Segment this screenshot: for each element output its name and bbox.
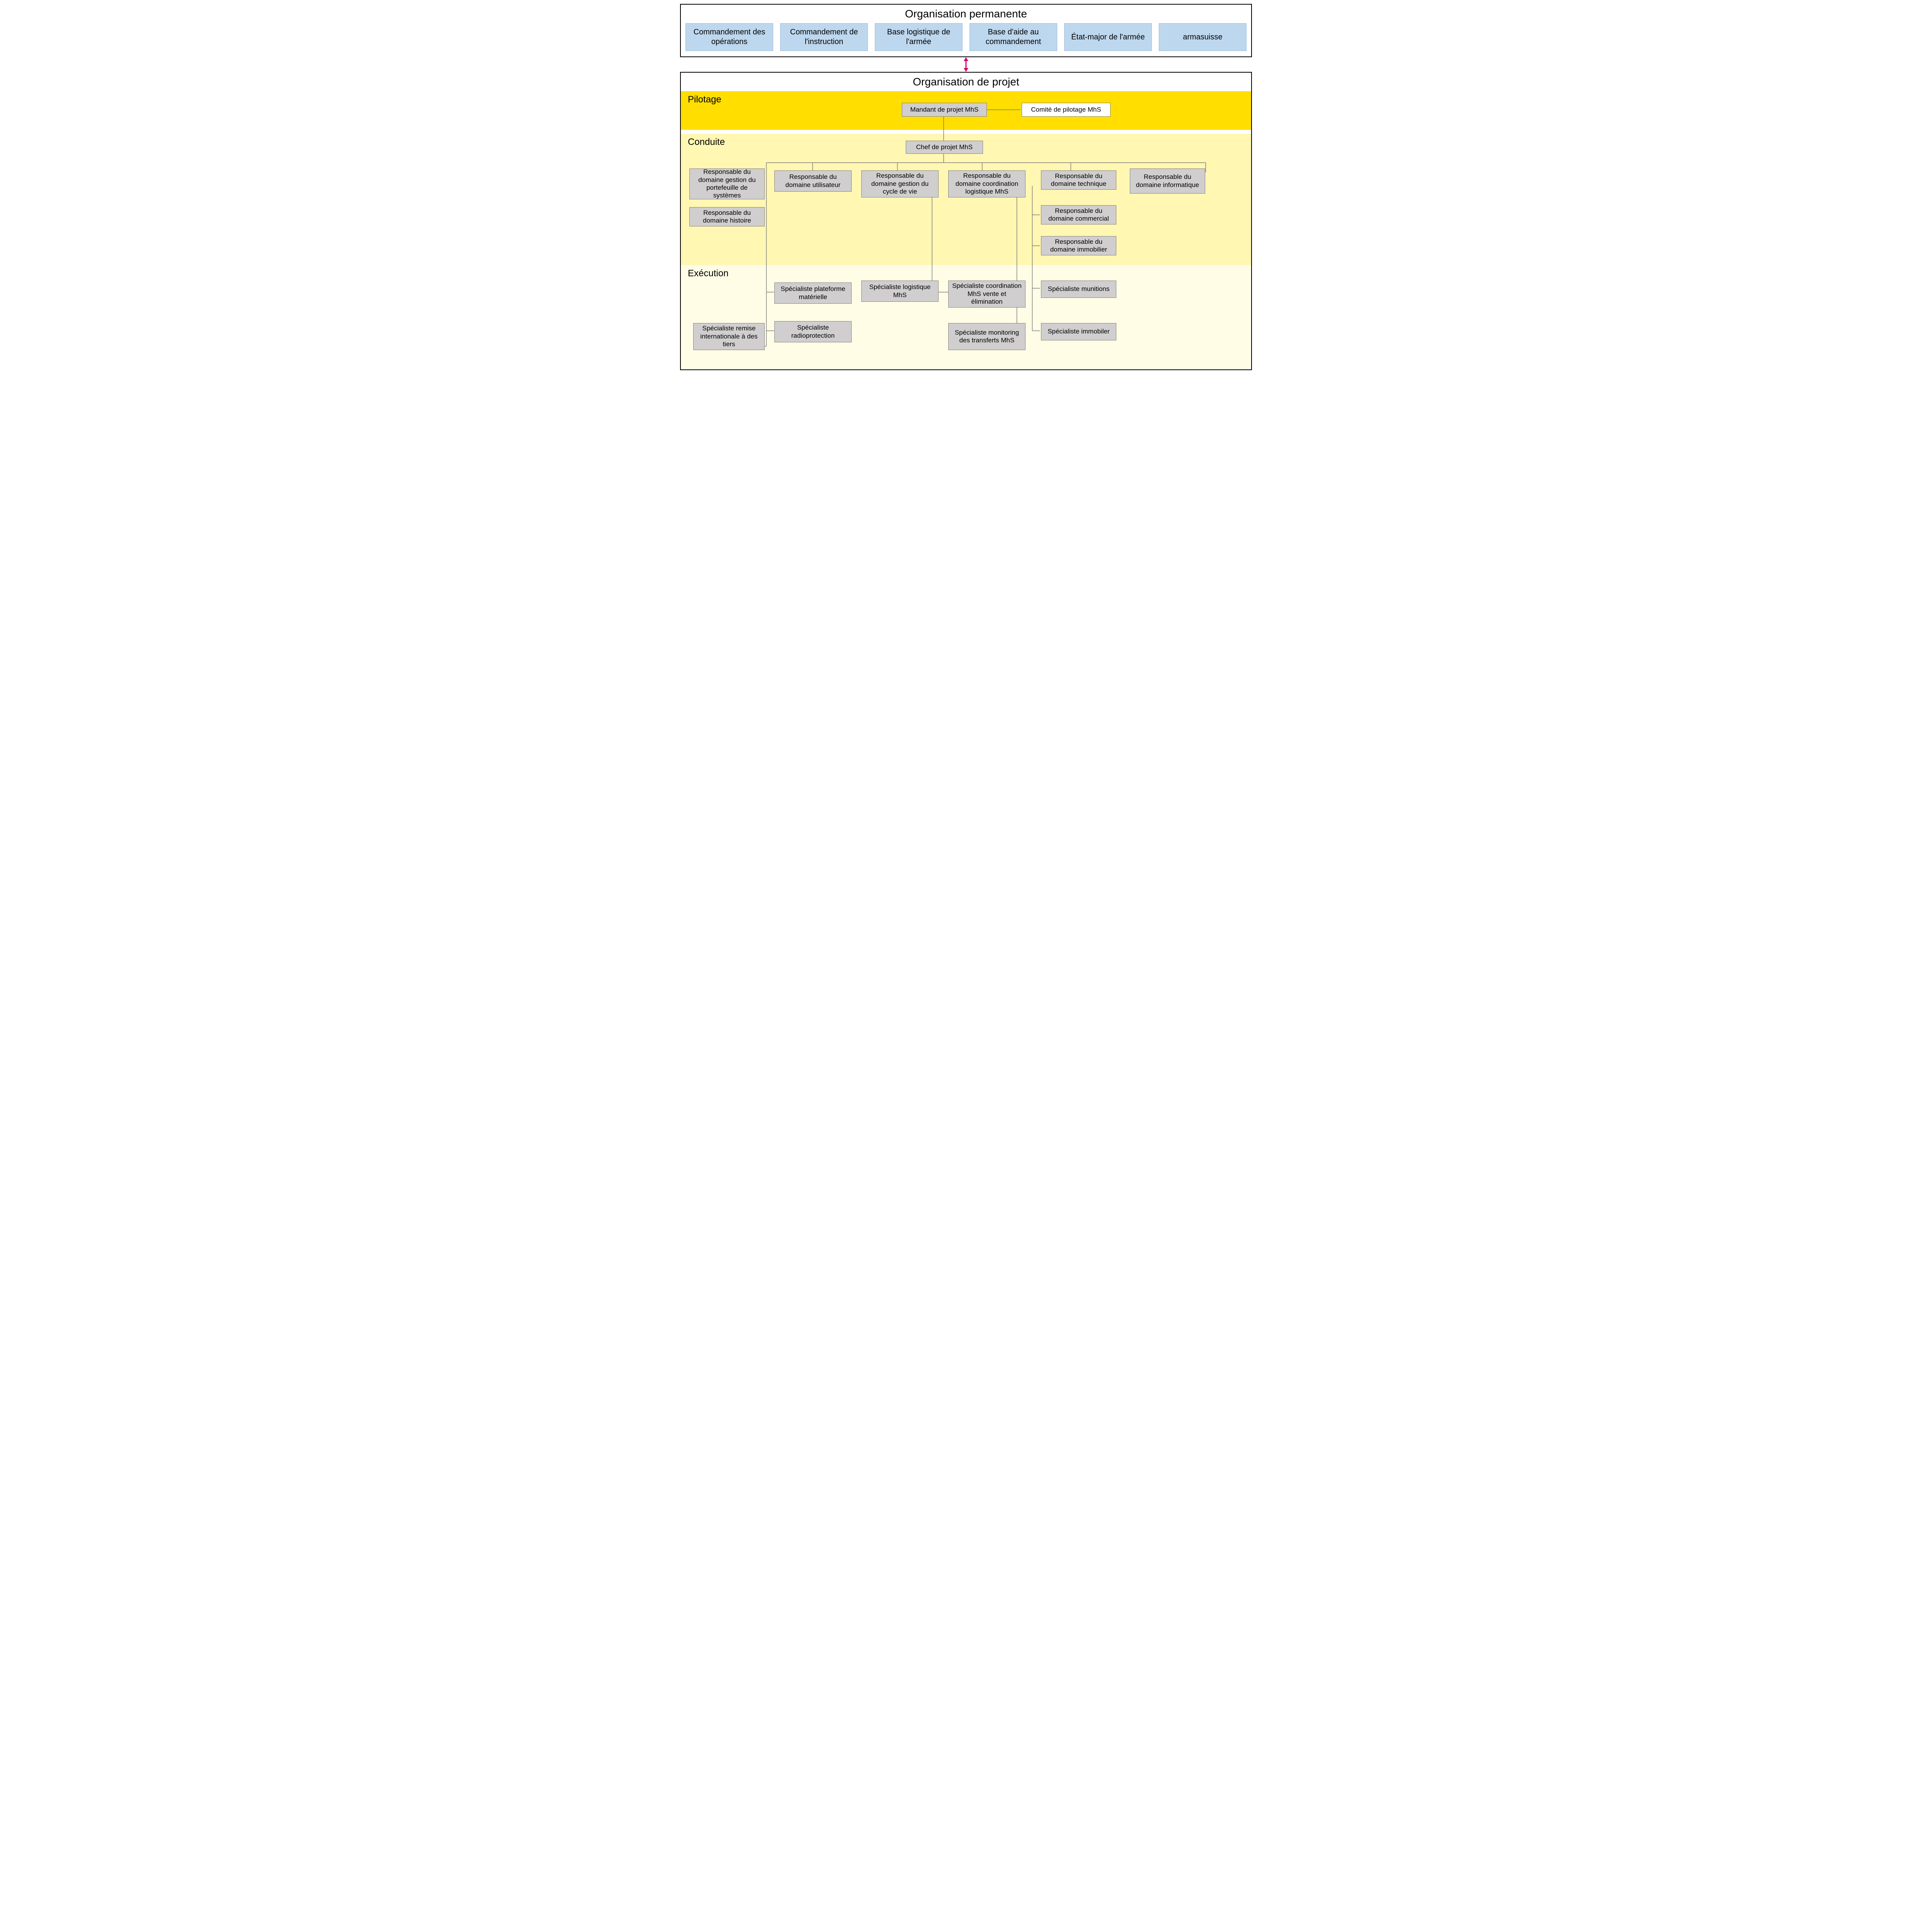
node-r-technique: Responsable du domaine technique xyxy=(1041,170,1116,190)
project-panel: Organisation de projet Pilotage Conduite… xyxy=(680,72,1252,370)
band-label-conduite: Conduite xyxy=(688,137,725,148)
node-r-commercial: Responsable du domaine commercial xyxy=(1041,205,1116,224)
node-chef: Chef de projet MhS xyxy=(906,141,983,154)
node-s-monitoring: Spécialiste monitoring des transferts Mh… xyxy=(948,323,1026,350)
permanent-panel: Organisation permanente Commandement des… xyxy=(680,4,1252,57)
node-r-informatique: Responsable du domaine informatique xyxy=(1130,168,1205,194)
node-r-cyclevie: Responsable du domaine gestion du cycle … xyxy=(861,170,939,197)
perm-box: État-major de l'armée xyxy=(1064,23,1152,51)
perm-box: armasuisse xyxy=(1159,23,1247,51)
node-s-logistique: Spécialiste logistique MhS xyxy=(861,281,939,302)
node-s-munitions: Spécialiste munitions xyxy=(1041,281,1116,298)
node-r-immobilier: Responsable du domaine immobilier xyxy=(1041,236,1116,255)
permanent-title: Organisation permanente xyxy=(685,8,1247,20)
perm-box: Commandement de l'instruction xyxy=(780,23,868,51)
band-label-pilotage: Pilotage xyxy=(688,94,721,105)
perm-box: Base logistique de l'armée xyxy=(875,23,963,51)
project-title: Organisation de projet xyxy=(685,76,1247,88)
node-r-coord-log: Responsable du domaine coordination logi… xyxy=(948,170,1026,197)
node-s-plateforme: Spécialiste plateforme matérielle xyxy=(774,282,852,304)
node-s-immobilier: Spécialiste immobiler xyxy=(1041,323,1116,340)
double-arrow-icon xyxy=(680,57,1252,72)
node-s-radioprotection: Spécialiste radioprotection xyxy=(774,321,852,342)
node-r-utilisateur: Responsable du domaine utilisateur xyxy=(774,170,852,192)
band-label-execution: Exécution xyxy=(688,268,728,279)
permanent-row: Commandement des opérations Commandement… xyxy=(685,23,1247,51)
node-comite: Comité de pilotage MhS xyxy=(1022,103,1111,117)
node-s-coord-vente: Spécialiste coordination MhS vente et él… xyxy=(948,281,1026,308)
node-s-remise: Spécialiste remise internationale à des … xyxy=(693,323,765,350)
node-r-histoire: Responsable du domaine histoire xyxy=(689,207,765,226)
node-r-portefeuille: Responsable du domaine gestion du portef… xyxy=(689,168,765,199)
perm-box: Commandement des opérations xyxy=(685,23,773,51)
perm-box: Base d'aide au commandement xyxy=(969,23,1057,51)
node-mandant: Mandant de projet MhS xyxy=(902,103,987,117)
